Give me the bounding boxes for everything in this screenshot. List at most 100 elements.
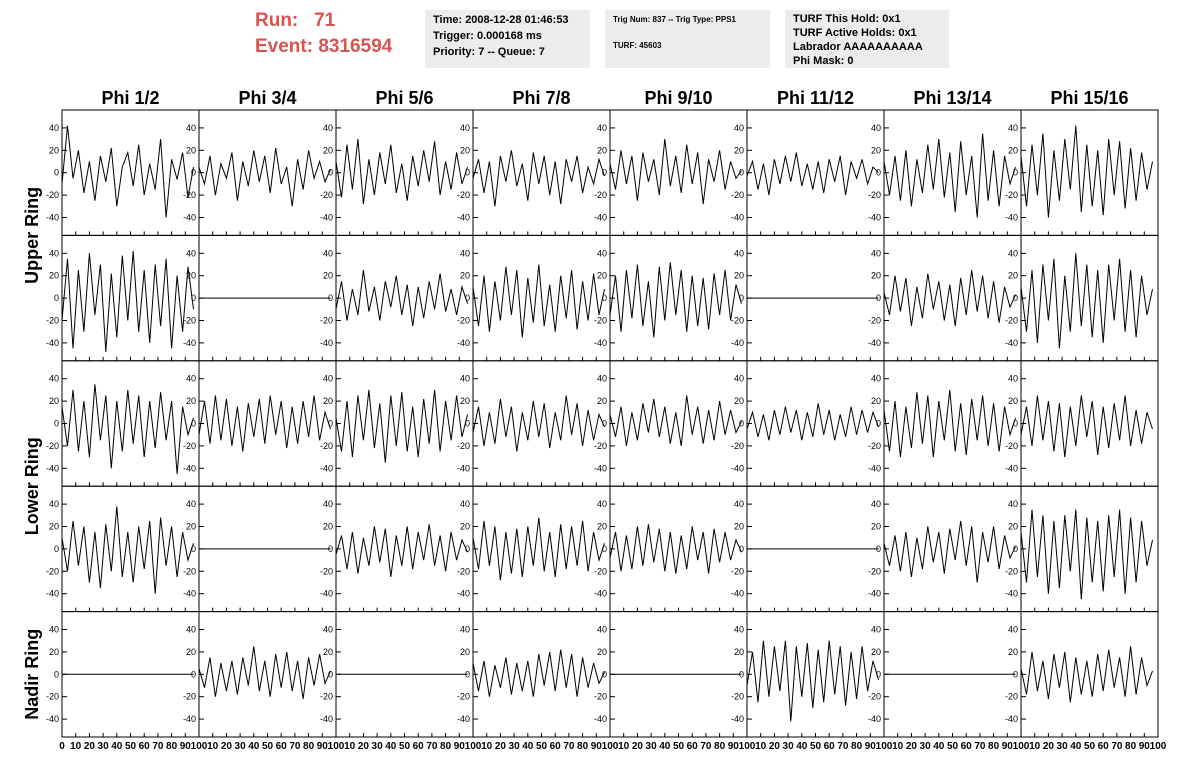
y-tick-label: 20 [49,145,59,155]
y-tick-label: 20 [597,396,607,406]
y-tick-label: -20 [320,566,333,576]
y-tick-label: -20 [457,566,470,576]
y-tick-label: -40 [868,338,881,348]
y-tick-label: -40 [868,714,881,724]
y-tick-label: 40 [597,625,607,635]
y-tick-label: 20 [323,396,333,406]
waveform [746,152,879,196]
y-tick-label: -20 [183,441,196,451]
y-tick-label: 0 [191,669,196,679]
waveform [335,389,468,463]
y-tick-label: -40 [1005,714,1018,724]
x-tick-label: 60 [824,741,836,752]
y-tick-label: -20 [731,566,744,576]
column-title: Phi 1/2 [101,88,159,108]
y-tick-label: 20 [734,647,744,657]
y-tick-label: 20 [1008,396,1018,406]
x-tick-label: 60 [139,741,151,752]
y-tick-label: -40 [457,589,470,599]
x-tick-label: 60 [413,741,425,752]
x-tick-label: 40 [796,741,808,752]
x-tick-label: 100 [465,741,482,752]
x-tick-label: 70 [426,741,438,752]
y-tick-label: -20 [1005,315,1018,325]
y-tick-label: 40 [1008,499,1018,509]
x-tick-label: 10 [618,741,630,752]
x-tick-label: 20 [221,741,233,752]
y-tick-label: -40 [1005,212,1018,222]
waveform [472,150,605,207]
y-tick-label: 40 [186,248,196,258]
y-tick-label: 0 [1013,168,1018,178]
y-tick-label: 40 [323,499,333,509]
y-tick-label: 20 [460,271,470,281]
x-tick-label: 50 [399,741,411,752]
info-line: Trigger: 0.000168 ms [433,30,542,42]
waveform [1020,125,1153,218]
run-label-text: Run: [255,10,299,31]
time-box: Time: 2008-12-28 01:46:53 Trigger: 0.000… [425,10,590,68]
column-title: Phi 3/4 [238,88,296,108]
y-tick-label: 20 [186,145,196,155]
x-tick-label: 20 [358,741,370,752]
y-tick-label: -20 [320,190,333,200]
y-tick-label: -40 [183,714,196,724]
column-title: Phi 13/14 [913,88,991,108]
y-tick-label: -40 [457,463,470,473]
y-tick-label: -40 [594,589,607,599]
info-line: TURF Active Holds: 0x1 [793,27,917,39]
y-tick-label: -20 [183,692,196,702]
y-tick-label: 40 [1008,625,1018,635]
x-tick-label: 90 [865,741,877,752]
panel-frame [883,485,1022,613]
y-tick-label: 0 [54,419,59,429]
y-tick-label: 20 [871,396,881,406]
y-tick-label: 0 [739,293,744,303]
y-tick-label: 20 [186,396,196,406]
waveform [1020,253,1153,349]
y-tick-label: -20 [1005,566,1018,576]
y-tick-label: -40 [320,714,333,724]
x-tick-label: 40 [111,741,123,752]
x-tick-label: 100 [876,741,893,752]
x-tick-label: 10 [207,741,219,752]
x-tick-label: 90 [317,741,329,752]
x-tick-label: 10 [892,741,904,752]
y-tick-label: -40 [594,463,607,473]
y-tick-label: 0 [328,293,333,303]
y-tick-label: -20 [46,190,59,200]
y-tick-label: -40 [457,714,470,724]
y-tick-label: -20 [320,692,333,702]
x-tick-label: 40 [933,741,945,752]
y-tick-label: 40 [1008,248,1018,258]
y-tick-label: 0 [602,669,607,679]
waveform [335,139,468,205]
x-tick-label: 70 [700,741,712,752]
y-tick-label: -20 [183,315,196,325]
x-tick-label: 80 [988,741,1000,752]
x-tick-label: 60 [550,741,562,752]
y-tick-label: -20 [594,441,607,451]
x-tick-label: 50 [810,741,822,752]
y-tick-label: -40 [46,338,59,348]
column-title: Phi 7/8 [512,88,570,108]
y-tick-label: 0 [328,544,333,554]
y-tick-label: 0 [191,293,196,303]
y-tick-label: 0 [465,168,470,178]
y-tick-label: 0 [328,669,333,679]
y-tick-label: 40 [871,248,881,258]
y-tick-label: 20 [1008,271,1018,281]
waveform [609,262,742,338]
info-line: Trig Num: 837 -- Trig Type: PPS1 [613,15,736,24]
y-tick-label: 0 [1013,544,1018,554]
y-tick-label: 0 [602,168,607,178]
waveform [883,520,1016,583]
x-tick-label: 100 [191,741,208,752]
x-tick-label: 30 [235,741,247,752]
x-tick-label: 40 [385,741,397,752]
y-tick-label: -20 [457,692,470,702]
y-tick-label: 20 [871,145,881,155]
x-tick-label: 90 [1139,741,1151,752]
